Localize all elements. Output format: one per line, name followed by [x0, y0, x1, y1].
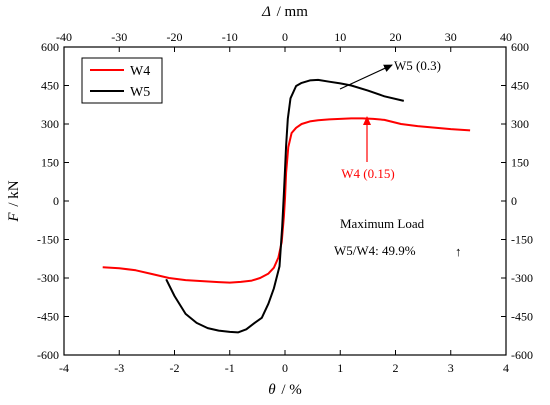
right-tick-label: -150 — [511, 233, 533, 247]
left-tick-label: 150 — [41, 156, 59, 170]
top-tick-label: 10 — [334, 30, 346, 44]
bottom-tick-label: -3 — [114, 361, 124, 375]
top-x-axis: -40 -30 -20 -10 0 10 20 30 40 — [56, 30, 512, 52]
top-tick-label: 0 — [282, 30, 288, 44]
w5-peak-arrow — [339, 64, 393, 90]
series-line-w4 — [102, 117, 471, 284]
top-axis-title: Δ / mm — [261, 4, 308, 20]
right-tick-label: 450 — [511, 79, 529, 93]
right-y-axis: -600 -450 -300 -150 0 150 300 450 600 — [501, 40, 533, 362]
bottom-x-axis: -4 -3 -2 -1 0 1 2 3 4 — [59, 350, 509, 375]
legend: W4 W5 — [81, 57, 163, 104]
left-tick-label: -450 — [37, 310, 59, 324]
top-axis-unit: / mm — [277, 4, 309, 20]
top-tick-label: -40 — [56, 30, 72, 44]
top-tick-label: -10 — [222, 30, 238, 44]
legend-box — [81, 57, 163, 104]
left-tick-label: 300 — [41, 117, 59, 131]
right-tick-label: 0 — [511, 194, 517, 208]
bottom-tick-label: -1 — [225, 361, 235, 375]
x-axis-var: θ — [268, 382, 276, 398]
y-axis-var: F — [6, 212, 22, 223]
legend-label-w5: W5 — [130, 85, 150, 100]
right-tick-label: -600 — [511, 348, 533, 362]
left-tick-label: 450 — [41, 79, 59, 93]
bottom-tick-label: 1 — [337, 361, 343, 375]
top-tick-label: -20 — [167, 30, 183, 44]
left-tick-label: -150 — [37, 233, 59, 247]
left-y-axis: -600 -450 -300 -150 0 150 300 450 600 — [37, 40, 69, 362]
left-tick-label: -300 — [37, 271, 59, 285]
bottom-tick-label: 3 — [448, 361, 454, 375]
top-tick-label: 40 — [500, 30, 512, 44]
top-tick-label: 20 — [390, 30, 402, 44]
bottom-tick-label: 0 — [282, 361, 288, 375]
right-tick-label: 300 — [511, 117, 529, 131]
top-tick-label: -30 — [111, 30, 127, 44]
right-tick-label: -300 — [511, 271, 533, 285]
y-axis-title: F / kN — [6, 180, 22, 222]
up-arrow-icon: ↑ — [455, 244, 462, 259]
x-axis-title: θ / % — [268, 382, 302, 398]
series-line-w5 — [165, 78, 405, 334]
left-tick-label: 0 — [53, 194, 59, 208]
x-axis-unit: / % — [281, 382, 301, 398]
right-tick-label: 600 — [511, 40, 529, 54]
legend-label-w4: W4 — [130, 64, 150, 79]
bottom-tick-label: 4 — [503, 361, 509, 375]
max-load-ratio: W5/W4: 49.9% — [334, 243, 416, 258]
top-tick-label: 30 — [445, 30, 457, 44]
bottom-tick-label: -4 — [59, 361, 69, 375]
bottom-tick-label: -2 — [170, 361, 180, 375]
left-tick-label: 600 — [41, 40, 59, 54]
right-tick-label: 150 — [511, 156, 529, 170]
top-axis-var: Δ — [261, 4, 271, 20]
series-group — [102, 78, 471, 334]
y-axis-unit: / kN — [6, 180, 22, 206]
bottom-tick-label: 2 — [393, 361, 399, 375]
right-tick-label: -450 — [511, 310, 533, 324]
left-tick-label: -600 — [37, 348, 59, 362]
w4-peak-label: W4 (0.15) — [341, 166, 394, 181]
w5-peak-label: W5 (0.3) — [394, 58, 441, 73]
max-load-title: Maximum Load — [340, 216, 425, 231]
